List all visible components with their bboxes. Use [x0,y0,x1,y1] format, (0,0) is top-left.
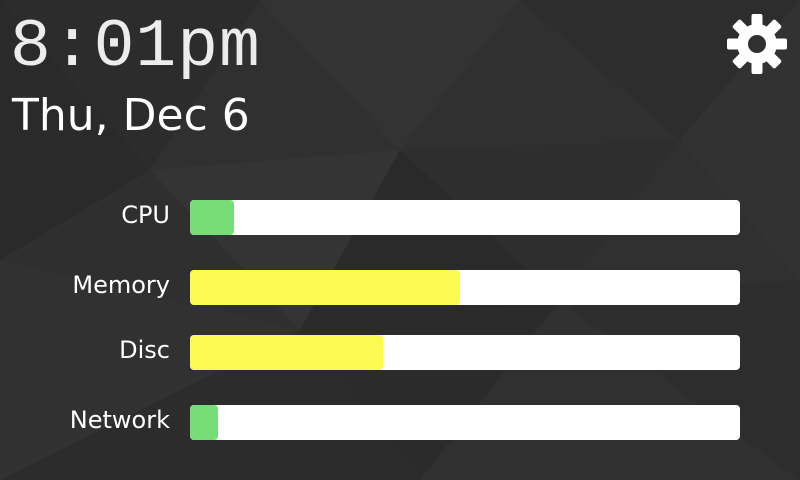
settings-button[interactable] [726,13,788,75]
cpu-bar [190,200,740,235]
memory-label: Memory [72,271,170,299]
disc-bar [190,335,740,370]
clock-time: 8:01pm [10,9,261,86]
network-label: Network [69,406,170,434]
network-bar-fill [190,405,218,440]
memory-bar [190,270,740,305]
gear-icon [727,14,787,74]
disc-label: Disc [119,336,170,364]
network-bar [190,405,740,440]
memory-bar-fill [190,270,460,305]
cpu-bar-fill [190,200,234,235]
cpu-label: CPU [121,201,170,229]
disc-bar-fill [190,335,383,370]
clock-date: Thu, Dec 6 [12,90,250,141]
